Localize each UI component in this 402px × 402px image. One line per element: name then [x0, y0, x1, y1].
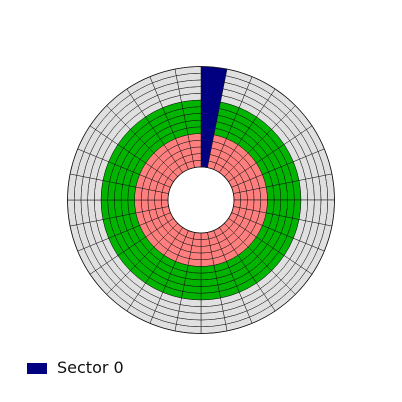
sector-block-inner-t3-s8 [252, 199, 262, 212]
sector-block-inner-t3-s23 [140, 199, 150, 212]
highlighted-sector-block-track-3 [200, 139, 213, 149]
sector-block-inner-t2-s24 [147, 189, 156, 201]
sector-block-inner-t0-s23 [161, 199, 169, 209]
sector-block-inner-t2-s15 [200, 245, 212, 254]
sector-block-inner-t3-s31 [189, 139, 202, 149]
sector-block-inner-t0-s31 [192, 160, 202, 168]
sector-block-inner-t1-s15 [200, 238, 211, 247]
sector-block-inner-t4-s15 [200, 258, 215, 267]
platter-outline [67, 66, 335, 334]
disk-platter [67, 66, 335, 334]
sector-block-inner-t0-s15 [200, 232, 210, 240]
sector-block-inner-t4-s7 [259, 186, 268, 201]
sector-block-inner-t2-s7 [246, 189, 255, 201]
sector-block-inner-t0-s7 [233, 191, 241, 201]
sector-block-inner-t4-s16 [187, 258, 202, 267]
sector-block-inner-t1-s24 [154, 190, 163, 201]
sector-block-inner-t2-s31 [190, 146, 202, 155]
legend-swatch-sector-0 [27, 362, 47, 374]
sector-block-inner-t1-s31 [191, 153, 202, 162]
sector-block-inner-t1-s23 [154, 199, 163, 210]
highlighted-sector-block-track-4 [200, 133, 215, 142]
highlighted-sector-block-track-1 [200, 153, 211, 162]
sector-block-inner-t3-s24 [140, 188, 150, 201]
sector-block-inner-t4-s23 [134, 199, 143, 214]
legend-label: Sector 0 [57, 358, 124, 377]
highlighted-sector-block-track-2 [200, 146, 212, 155]
sector-block-inner-t2-s8 [246, 199, 255, 211]
sector-block-inner-t2-s23 [147, 199, 156, 211]
sector-block-inner-t4-s31 [187, 133, 202, 142]
sector-block-inner-t3-s7 [252, 188, 262, 201]
sector-block-inner-t3-s16 [189, 251, 202, 261]
spindle-hole-outline [167, 166, 235, 234]
sector-block-inner-t4-s8 [259, 199, 268, 214]
legend: Sector 0 [27, 360, 124, 376]
sector-block-inner-t1-s7 [239, 190, 248, 201]
sector-block-inner-t1-s8 [239, 199, 248, 210]
sector-block-inner-t2-s16 [190, 245, 202, 254]
sector-block-inner-t3-s15 [200, 251, 213, 261]
sector-block-inner-t4-s24 [134, 186, 143, 201]
sector-block-inner-t1-s16 [191, 238, 202, 247]
